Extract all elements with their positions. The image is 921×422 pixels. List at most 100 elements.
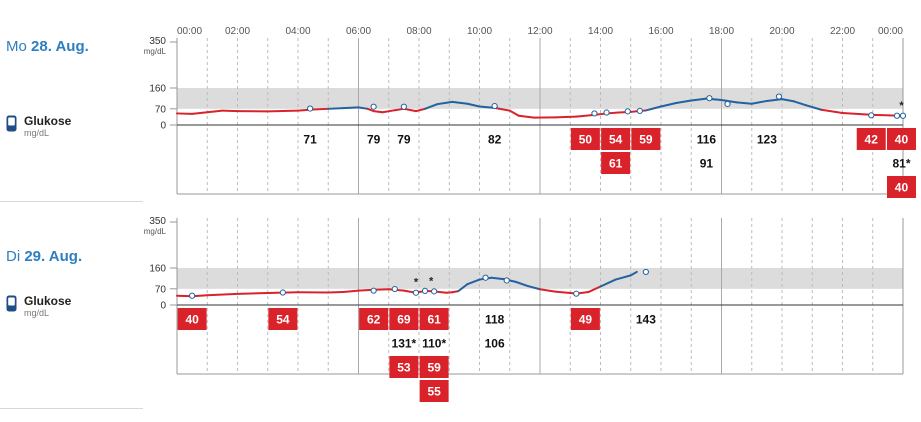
cgm-curve-segment	[357, 106, 369, 110]
cgm-curve-segment	[372, 110, 384, 114]
cgm-curve-segment	[366, 107, 375, 113]
reading-value: 118	[485, 313, 505, 327]
measurement-point	[503, 277, 510, 284]
measurement-point	[189, 292, 196, 299]
measurement-point	[603, 109, 610, 116]
time-label: 14:00	[588, 26, 613, 37]
cgm-curve-segment	[841, 111, 874, 116]
reading-value: 55	[427, 385, 441, 399]
cgm-curve-segment	[629, 270, 638, 277]
time-label: 16:00	[648, 26, 673, 37]
y-tick-label: 350	[149, 216, 166, 227]
day-separator	[0, 201, 143, 202]
measurement-point	[706, 95, 713, 102]
cgm-curve-segment	[614, 274, 632, 281]
cgm-curve-segment	[191, 111, 209, 115]
reading-value: 50	[579, 133, 593, 147]
reading-value: 91	[700, 157, 714, 171]
low-reading-cell	[419, 356, 449, 378]
y-tick-label: 70	[155, 104, 167, 115]
low-reading-cell	[601, 128, 631, 150]
reading-value: 82	[488, 133, 502, 147]
reading-value: 143	[636, 313, 656, 327]
cgm-curve-segment	[517, 114, 535, 119]
measurement-point	[370, 103, 377, 110]
reading-value: 79	[397, 133, 411, 147]
cgm-curve-segment	[735, 101, 753, 105]
measurement-point	[412, 289, 420, 296]
time-label: 00:00	[177, 26, 202, 37]
cgm-curve-segment	[720, 99, 738, 104]
cgm-curve-segment	[805, 104, 823, 111]
reading-value: 59	[639, 133, 653, 147]
date: 28. Aug.	[31, 38, 89, 55]
cgm-curve-segment	[457, 283, 469, 293]
low-reading-cell	[419, 308, 449, 330]
low-reading-cell	[268, 308, 298, 330]
cgm-curve-segment	[466, 102, 481, 108]
cgm-curve-segment	[514, 280, 529, 288]
cgm-curve-segment	[539, 288, 557, 293]
reading-value: 110*	[422, 337, 446, 351]
time-label: 06:00	[346, 26, 371, 37]
cgm-curve-segment	[206, 292, 239, 297]
measurement-point	[775, 93, 783, 100]
measurement-point	[724, 100, 731, 108]
cgm-curve-segment	[342, 289, 360, 294]
reading-value: 62	[367, 313, 381, 327]
reading-value: 54	[609, 133, 623, 147]
cgm-curve-segment	[526, 285, 541, 291]
time-label: 04:00	[285, 26, 310, 37]
day-panel-2: 350 160 70 0 mg/dL * * 40 54 62 69 61 131* 110* 53 59 55…	[144, 216, 904, 402]
cgm-curve-segment	[342, 106, 360, 110]
y-tick-label: 160	[149, 264, 166, 275]
low-reading-cell	[886, 128, 916, 150]
legend-name: Glukose	[24, 294, 72, 308]
cgm-curve-segment	[424, 103, 439, 110]
measurement-point	[573, 290, 580, 297]
cgm-curve-segment	[587, 285, 602, 294]
cgm-curve-segment	[690, 97, 708, 102]
cgm-curve-segment	[750, 99, 768, 105]
cgm-curve-segment	[312, 107, 330, 111]
measurement-point	[400, 103, 407, 110]
low-reading-cell	[389, 308, 419, 330]
measurement-point	[307, 105, 314, 112]
reading-value: 59	[427, 361, 441, 375]
reading-value: 40	[185, 313, 199, 327]
time-label: 00:00	[878, 26, 903, 37]
cgm-curve-segment	[436, 100, 454, 106]
y-tick-label: 350	[149, 36, 166, 47]
cgm-curve-segment	[266, 109, 299, 113]
y-tick-label: 160	[149, 84, 166, 95]
reading-value: 40	[895, 133, 909, 147]
time-label: 20:00	[769, 26, 794, 37]
measurement-point	[899, 112, 907, 119]
time-label: 08:00	[406, 26, 431, 37]
legend-name: Glukose	[24, 114, 72, 128]
reading-value: 71	[303, 133, 317, 147]
y-tick-label: 0	[160, 301, 166, 312]
asterisk-marker: *	[899, 100, 904, 112]
reading-value: 131*	[392, 337, 417, 351]
cgm-curve-segment	[575, 113, 596, 118]
measurement-point	[591, 110, 598, 117]
reading-value: 106	[485, 337, 505, 351]
low-reading-cell	[856, 128, 886, 150]
cgm-curve-segment	[660, 102, 678, 108]
time-label: 02:00	[225, 26, 250, 37]
cgm-curve-segment	[466, 278, 481, 286]
day-separator	[0, 408, 143, 409]
measurement-point	[642, 268, 649, 276]
reading-value: 61	[609, 157, 623, 171]
cgm-curve-segment	[402, 107, 417, 113]
cgm-curve-segment	[554, 290, 572, 294]
measurement-point	[431, 288, 438, 295]
low-reading-cell	[359, 308, 389, 330]
measurement-point	[624, 108, 631, 115]
glucose-meter-icon	[6, 115, 17, 132]
reading-value: 53	[397, 361, 411, 375]
measurement-point	[391, 285, 398, 293]
cgm-curve-segment	[381, 109, 396, 114]
